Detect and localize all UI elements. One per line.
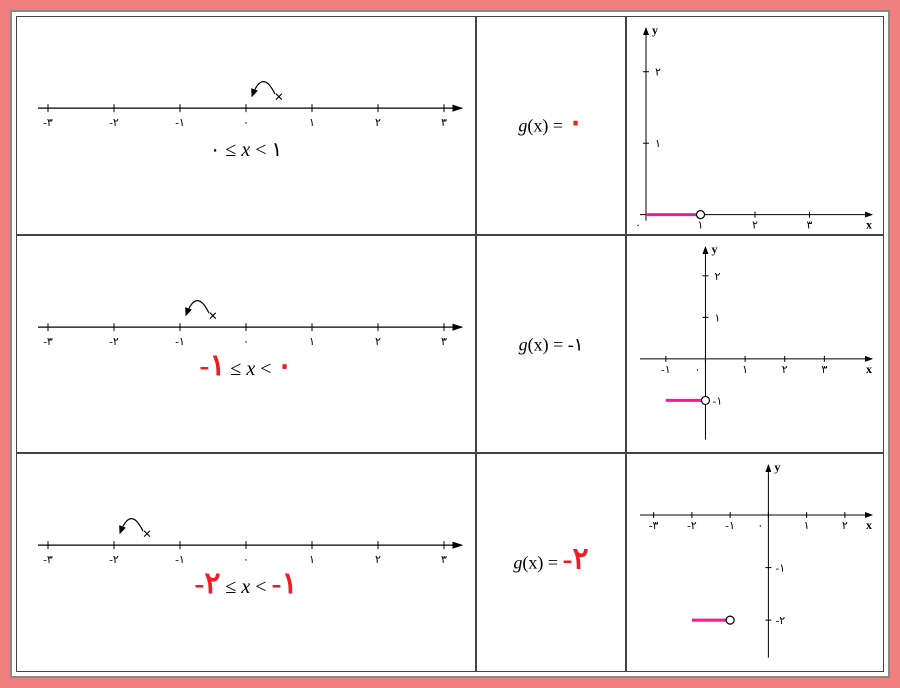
svg-text:-۱: -۱ <box>725 520 735 532</box>
svg-text:-۱: -۱ <box>661 364 671 376</box>
svg-text:-۲: -۲ <box>109 554 119 566</box>
numberline-cell-1: -۳ -۲ -۱ ۰ ۱ ۲ ۳ × -۱ ≤ x < ۰ <box>16 235 476 454</box>
svg-text:۱: ۱ <box>655 138 661 150</box>
svg-text:-۱: -۱ <box>175 117 185 129</box>
graph-cell-1: x y -۱ ۰ ۱ ۲ ۳ ۱ ۲ -۱ <box>626 235 884 454</box>
svg-text:y: y <box>652 23 658 37</box>
svg-text:×: × <box>274 89 283 106</box>
svg-text:۱: ۱ <box>715 312 721 324</box>
svg-text:۳: ۳ <box>807 220 813 232</box>
svg-text:۰: ۰ <box>695 364 701 376</box>
svg-text:-۳: -۳ <box>649 520 659 532</box>
svg-text:y: y <box>711 242 717 256</box>
svg-text:۳: ۳ <box>821 364 827 376</box>
gvalue-cell-0: g(x) = ۰ <box>476 16 626 235</box>
svg-text:y: y <box>774 460 780 474</box>
svg-text:-۲: -۲ <box>109 117 119 129</box>
svg-text:۲: ۲ <box>375 117 381 129</box>
svg-text:۰: ۰ <box>243 554 249 566</box>
svg-text:۱: ۱ <box>742 364 748 376</box>
svg-text:-۲: -۲ <box>109 336 119 348</box>
svg-text:۲: ۲ <box>715 270 721 282</box>
graph-cell-0: x y ۰ ۱ ۲ ۳ ۱ ۲ <box>626 16 884 235</box>
svg-text:۰: ۰ <box>243 117 249 129</box>
svg-text:×: × <box>142 526 151 543</box>
svg-text:۲: ۲ <box>842 520 848 532</box>
svg-text:-۲ ≤ x < -۱: -۲ ≤ x < -۱ <box>194 567 297 600</box>
figure-frame: -۳ -۲ -۱ ۰ ۱ ۲ ۳ × ۰ ≤ x < ۱ g(x) = ۰ x y ۰ ۱ ۲ ۳ ۱ ۲ -۳ -۲… <box>10 10 890 678</box>
svg-text:۳: ۳ <box>441 117 447 129</box>
svg-text:x: x <box>866 362 872 376</box>
svg-text:۰: ۰ <box>635 220 641 232</box>
svg-text:۲: ۲ <box>375 336 381 348</box>
svg-text:۳: ۳ <box>441 554 447 566</box>
svg-text:-۱: -۱ <box>776 563 786 575</box>
svg-text:۱: ۱ <box>309 117 315 129</box>
graph-cell-2: x y -۳ -۲ -۱ ۰ ۱ ۲ -۱ -۲ <box>626 453 884 672</box>
svg-text:-۱: -۱ <box>713 395 723 407</box>
numberline-cell-0: -۳ -۲ -۱ ۰ ۱ ۲ ۳ × ۰ ≤ x < ۱ <box>16 16 476 235</box>
svg-text:-۳: -۳ <box>43 554 53 566</box>
svg-text:۰: ۰ <box>243 336 249 348</box>
svg-text:×: × <box>208 308 217 325</box>
svg-text:۰ ≤ x < ۱: ۰ ≤ x < ۱ <box>210 139 283 161</box>
figure-grid: -۳ -۲ -۱ ۰ ۱ ۲ ۳ × ۰ ≤ x < ۱ g(x) = ۰ x y ۰ ۱ ۲ ۳ ۱ ۲ -۳ -۲… <box>16 16 884 672</box>
svg-text:-۲: -۲ <box>776 615 786 627</box>
svg-text:g(x) = -۱: g(x) = -۱ <box>519 334 584 355</box>
svg-text:-۱: -۱ <box>175 554 185 566</box>
svg-text:۱: ۱ <box>804 520 810 532</box>
svg-text:۲: ۲ <box>782 364 788 376</box>
svg-text:۲: ۲ <box>655 67 661 79</box>
svg-text:g(x) = ۰: g(x) = ۰ <box>518 105 583 138</box>
svg-text:۲: ۲ <box>752 220 758 232</box>
svg-text:۲: ۲ <box>375 554 381 566</box>
gvalue-cell-2: g(x) = -۲ <box>476 453 626 672</box>
svg-text:۱: ۱ <box>309 554 315 566</box>
svg-text:x: x <box>866 518 872 532</box>
gvalue-cell-1: g(x) = -۱ <box>476 235 626 454</box>
svg-text:g(x) = -۲: g(x) = -۲ <box>513 543 588 576</box>
svg-text:۰: ۰ <box>757 520 763 532</box>
svg-text:۱: ۱ <box>698 220 704 232</box>
svg-text:x: x <box>866 218 872 232</box>
svg-text:-۲: -۲ <box>687 520 697 532</box>
numberline-cell-2: -۳ -۲ -۱ ۰ ۱ ۲ ۳ × -۲ ≤ x < -۱ <box>16 453 476 672</box>
svg-text:-۱: -۱ <box>175 336 185 348</box>
svg-text:۱: ۱ <box>309 336 315 348</box>
svg-text:-۱ ≤ x < ۰: -۱ ≤ x < ۰ <box>199 349 292 382</box>
svg-text:-۳: -۳ <box>43 117 53 129</box>
svg-text:-۳: -۳ <box>43 336 53 348</box>
svg-text:۳: ۳ <box>441 336 447 348</box>
